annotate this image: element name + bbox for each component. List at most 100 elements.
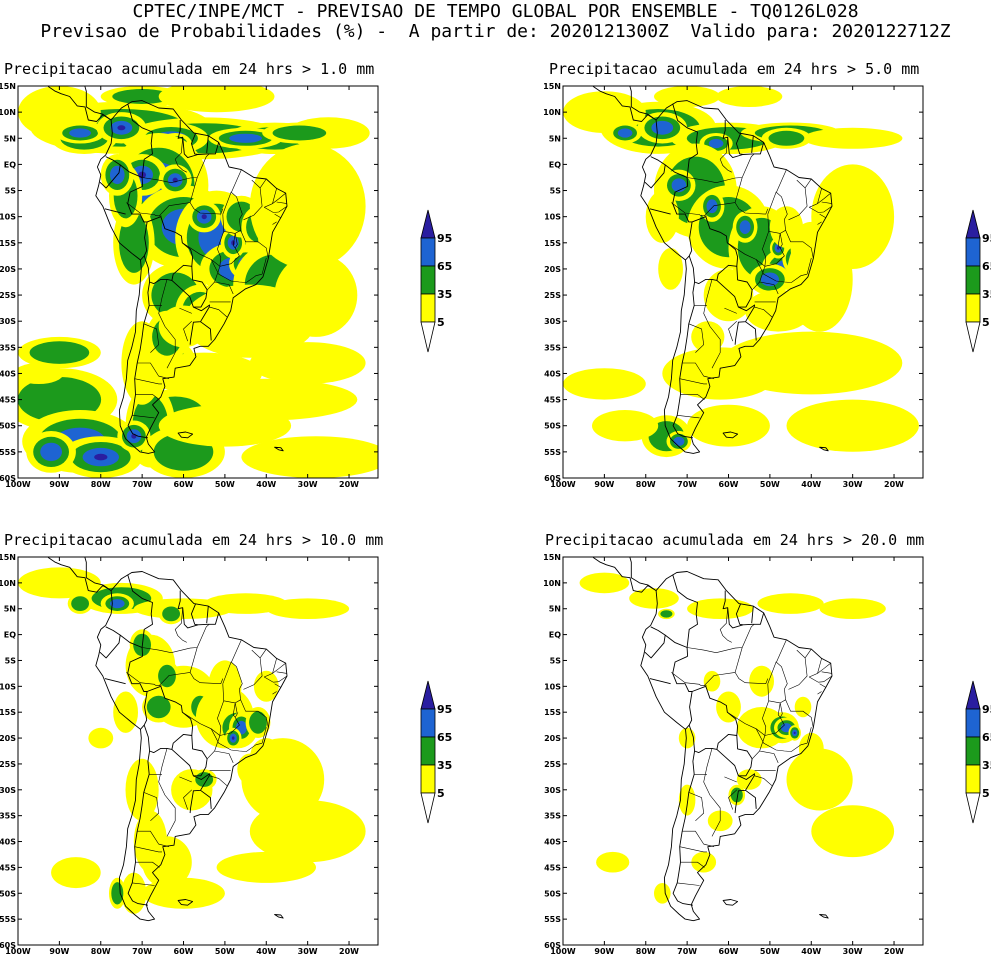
legend-over-triangle [420, 680, 436, 710]
lat-tick-label: EQ [549, 631, 561, 640]
lat-tick-label: 30S [0, 786, 16, 795]
lat-tick-label: 30S [544, 786, 561, 795]
lat-tick-label: 5N [549, 134, 561, 143]
lat-tick-label: 5N [4, 134, 16, 143]
lon-tick-label: 30W [298, 480, 318, 489]
panel4-title: Precipitacao acumulada em 24 hrs > 20.0 … [545, 531, 925, 549]
lat-tick-label: 10N [0, 579, 16, 588]
legend-level-label: 95 [982, 703, 991, 716]
legend-level-label: 65 [982, 731, 991, 744]
figure-title-line2: Previsao de Probabilidades (%) - A parti… [40, 21, 951, 42]
legend-swatch [965, 293, 981, 323]
lat-tick-label: 10S [0, 213, 16, 222]
lon-tick-label: 50W [760, 947, 780, 956]
lat-tick-label: 5S [550, 187, 562, 196]
legend-under-triangle [420, 792, 436, 824]
lat-tick-label: 20S [544, 734, 561, 743]
lat-tick-label: 20S [544, 265, 561, 274]
lat-tick-label: 35S [0, 343, 16, 352]
figure-title-line1: CPTEC/INPE/MCT - PREVISAO DE TEMPO GLOBA… [132, 1, 859, 22]
lat-tick-label: 60S [0, 474, 16, 483]
panel2-map: 15N 10N 5N EQ 5S 10S 15S 20S 25S 30S 35S 40S 45S 50S 5… [543, 82, 924, 489]
lat-tick-label: 30S [544, 317, 561, 326]
lon-tick-label: 100W [550, 480, 576, 489]
lat-tick-label: 10N [543, 579, 561, 588]
lat-tick-label: 35S [544, 343, 561, 352]
lat-tick-label: 55S [0, 915, 16, 924]
lat-tick-label: 15N [543, 82, 561, 91]
lat-tick-label: 45S [544, 863, 561, 872]
lat-tick-label: 50S [0, 422, 16, 431]
lon-tick-label: 30W [298, 947, 318, 956]
lat-tick-label: 55S [544, 448, 561, 457]
lat-tick-label: 10S [544, 682, 561, 691]
panel3-title: Precipitacao acumulada em 24 hrs > 10.0 … [4, 531, 384, 549]
lat-tick-label: EQ [549, 160, 561, 169]
lon-tick-label: 20W [339, 947, 359, 956]
legend-swatch [420, 265, 436, 295]
lat-tick-label: 10S [544, 213, 561, 222]
lat-tick-label: 25S [544, 291, 561, 300]
panel1-legend: 95 65 35 5 [420, 209, 452, 353]
lat-tick-label: 25S [544, 760, 561, 769]
lat-tick-label: 45S [0, 863, 16, 872]
lat-tick-label: 15S [544, 239, 561, 248]
lat-tick-label: 40S [0, 369, 16, 378]
lon-tick-label: 40W [256, 947, 276, 956]
lon-tick-label: 100W [550, 947, 576, 956]
lat-tick-label: 15N [543, 553, 561, 562]
legend-under-triangle [420, 321, 436, 353]
legend-level-label: 65 [437, 260, 452, 273]
lon-tick-label: 70W [677, 947, 697, 956]
lon-tick-label: 90W [49, 947, 69, 956]
lat-tick-label: EQ [4, 160, 16, 169]
legend-over-triangle [965, 209, 981, 239]
lat-tick-label: 60S [544, 941, 561, 950]
legend-swatch [965, 764, 981, 794]
legend-level-label: 5 [437, 316, 445, 329]
legend-swatch [420, 293, 436, 323]
probability-field [18, 86, 378, 478]
lon-tick-label: 50W [215, 480, 235, 489]
legend-level-label: 95 [437, 232, 452, 245]
legend-under-triangle [965, 792, 981, 824]
legend-level-label: 5 [982, 787, 990, 800]
lat-tick-label: 40S [544, 369, 561, 378]
lat-tick-label: 15S [544, 708, 561, 717]
lat-tick-label: 10N [0, 108, 16, 117]
lat-tick-label: 45S [0, 396, 16, 405]
legend-level-label: 95 [982, 232, 991, 245]
lat-tick-label: 50S [544, 422, 561, 431]
legend-under-triangle [965, 321, 981, 353]
lon-tick-label: 60W [719, 947, 739, 956]
legend-swatch [965, 708, 981, 738]
panel2-legend: 95 65 35 5 [965, 209, 991, 353]
lon-tick-label: 90W [49, 480, 69, 489]
panel3-legend: 95 65 35 5 [420, 680, 452, 824]
coastline-layer [592, 86, 833, 454]
lat-tick-label: 20S [0, 265, 16, 274]
legend-swatch [420, 736, 436, 766]
lon-tick-label: 60W [174, 480, 194, 489]
legend-swatch [420, 708, 436, 738]
lon-tick-label: 60W [719, 480, 739, 489]
lat-tick-label: 60S [0, 941, 16, 950]
lat-tick-label: 15S [0, 708, 16, 717]
lat-tick-label: 5S [5, 656, 17, 665]
lon-tick-label: 100W [5, 947, 31, 956]
lon-tick-label: 100W [5, 480, 31, 489]
panel2-title: Precipitacao acumulada em 24 hrs > 5.0 m… [549, 60, 920, 78]
lon-tick-label: 40W [801, 947, 821, 956]
lon-tick-label: 80W [91, 480, 111, 489]
lat-tick-label: 50S [0, 889, 16, 898]
lat-tick-label: 55S [544, 915, 561, 924]
lat-tick-label: EQ [4, 631, 16, 640]
lat-tick-label: 30S [0, 317, 16, 326]
lon-tick-label: 80W [636, 480, 656, 489]
legend-level-label: 35 [982, 288, 991, 301]
lat-tick-label: 10N [543, 108, 561, 117]
probability-field [18, 557, 378, 945]
lat-tick-label: 5N [4, 605, 16, 614]
legend-level-label: 65 [982, 260, 991, 273]
legend-swatch [965, 237, 981, 267]
